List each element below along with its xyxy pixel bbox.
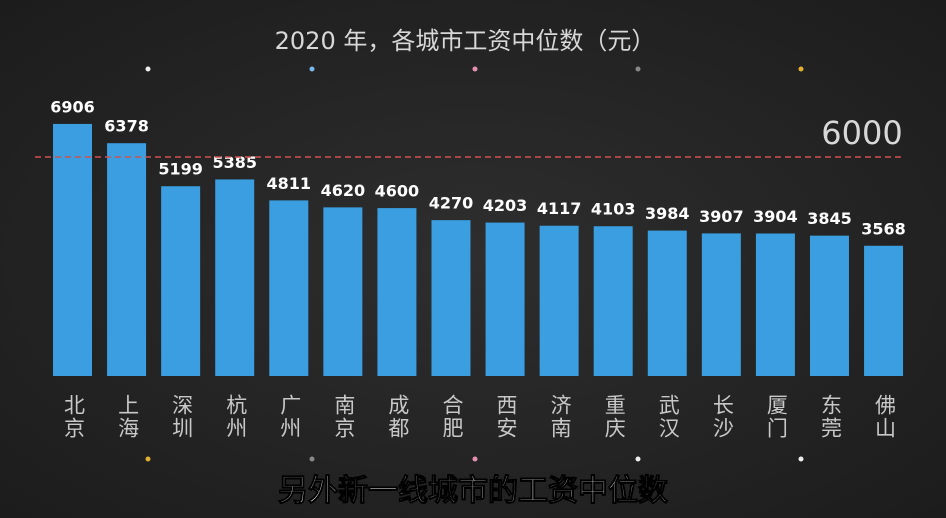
x-tick-label: 深圳 bbox=[170, 394, 194, 440]
value-label: 5199 bbox=[158, 160, 203, 179]
bar bbox=[161, 186, 201, 376]
value-label: 4117 bbox=[537, 199, 582, 218]
value-label: 3904 bbox=[753, 207, 798, 226]
x-tick-label: 杭州 bbox=[224, 394, 248, 440]
bar bbox=[701, 233, 741, 376]
x-tick-label: 武汉 bbox=[656, 394, 680, 440]
bar bbox=[323, 207, 363, 376]
bar bbox=[431, 220, 471, 376]
x-tick-label: 长沙 bbox=[710, 394, 734, 440]
value-label: 4620 bbox=[321, 181, 366, 200]
x-tick-label: 南京 bbox=[332, 394, 356, 440]
bar bbox=[593, 226, 633, 376]
value-label: 5385 bbox=[212, 153, 257, 172]
value-label: 3907 bbox=[699, 207, 744, 226]
bar bbox=[539, 225, 579, 376]
x-tick-label: 厦门 bbox=[764, 394, 788, 440]
x-tick-label: 东莞 bbox=[818, 394, 842, 440]
value-label: 3984 bbox=[645, 204, 690, 223]
x-tick-label: 北京 bbox=[62, 394, 86, 440]
x-tick-label: 西安 bbox=[494, 394, 518, 440]
bar bbox=[864, 245, 904, 376]
value-label: 4103 bbox=[591, 200, 636, 219]
reference-label: 6000 bbox=[821, 114, 902, 152]
value-label: 3568 bbox=[861, 219, 906, 238]
bar bbox=[485, 222, 525, 376]
value-label: 6906 bbox=[50, 97, 95, 116]
x-tick-label: 济南 bbox=[548, 394, 572, 440]
value-label: 4270 bbox=[429, 194, 474, 213]
bar bbox=[215, 179, 255, 376]
x-tick-label: 佛山 bbox=[873, 394, 897, 440]
value-label: 6378 bbox=[104, 117, 149, 136]
x-tick-label: 上海 bbox=[116, 394, 140, 440]
x-tick-label: 重庆 bbox=[602, 394, 626, 440]
value-label: 4203 bbox=[483, 196, 528, 215]
bar bbox=[809, 235, 849, 376]
value-label: 4811 bbox=[267, 174, 312, 193]
chart-title: 2020 年，各城市工资中位数（元） bbox=[275, 27, 656, 55]
value-label: 4600 bbox=[375, 182, 420, 201]
value-label: 3845 bbox=[807, 209, 852, 228]
bar bbox=[107, 143, 147, 376]
bar bbox=[269, 200, 309, 376]
bar bbox=[755, 233, 795, 376]
x-tick-label: 广州 bbox=[278, 394, 302, 440]
bar bbox=[647, 230, 687, 376]
x-tick-label: 合肥 bbox=[440, 394, 464, 440]
bar bbox=[53, 123, 92, 376]
x-tick-label: 成都 bbox=[386, 394, 410, 440]
decor-dots bbox=[145, 66, 804, 462]
bar bbox=[377, 208, 417, 376]
caption: 另外新一线城市的工资中位数 bbox=[278, 474, 669, 509]
